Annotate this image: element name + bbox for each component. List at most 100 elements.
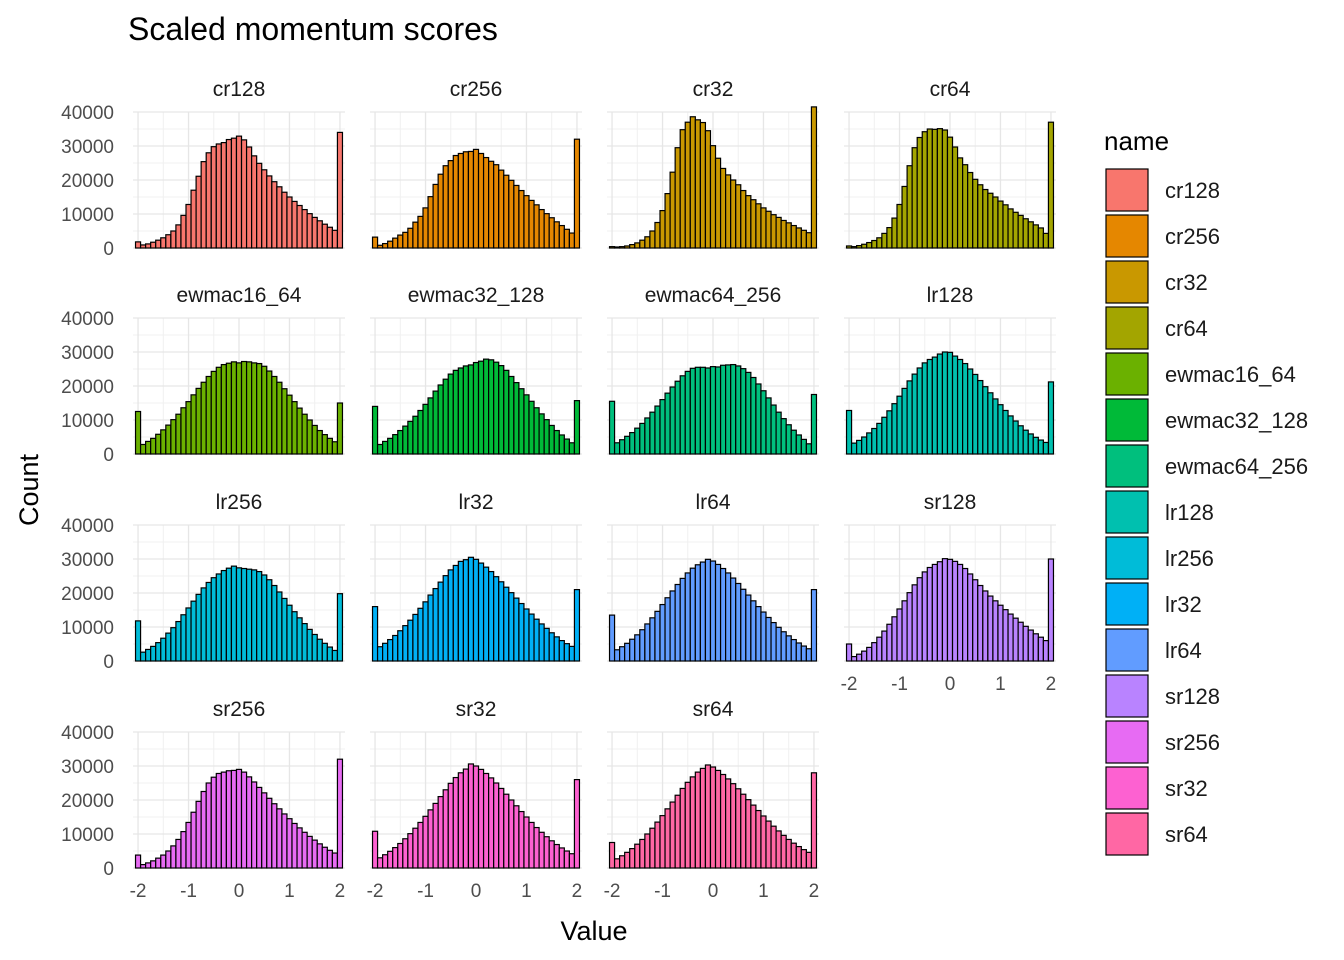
- histogram-bar: [709, 560, 717, 662]
- histogram-bar: [553, 221, 560, 249]
- histogram-bar: [397, 429, 404, 455]
- histogram-bar: [704, 367, 712, 455]
- histogram-bar: [679, 787, 686, 869]
- histogram-bar: [397, 234, 404, 249]
- histogram-bar: [376, 857, 384, 869]
- histogram-bar: [674, 380, 681, 455]
- histogram-bar: [240, 360, 248, 455]
- histogram-bar: [730, 363, 737, 455]
- histogram-bar: [271, 181, 278, 249]
- histogram-bar: [139, 863, 147, 869]
- histogram-bar: [296, 204, 303, 249]
- histogram-bar: [1032, 633, 1039, 662]
- histogram-bar: [235, 768, 243, 869]
- histogram-bar: [134, 620, 142, 662]
- histogram-bar: [563, 850, 570, 869]
- histogram-bar: [432, 587, 439, 662]
- histogram-bar: [276, 591, 283, 662]
- histogram-bar: [644, 623, 651, 662]
- histogram-bar: [266, 370, 273, 455]
- histogram-bar: [740, 189, 747, 249]
- histogram-bar: [714, 769, 722, 869]
- histogram-bar: [941, 351, 949, 455]
- histogram-bar: [160, 429, 167, 455]
- histogram-bar: [613, 649, 621, 662]
- histogram-bar: [1017, 214, 1024, 249]
- histogram-bar: [417, 215, 424, 249]
- histogram-bar: [634, 843, 641, 869]
- histogram-bar: [538, 208, 545, 249]
- histogram-bar: [1027, 221, 1034, 249]
- facet-panel-lr64: lr64: [607, 491, 819, 662]
- x-tick-label: 0: [234, 881, 245, 902]
- histogram-bar: [412, 613, 419, 662]
- histogram-bar: [528, 613, 535, 662]
- histogram-bar: [1012, 617, 1019, 662]
- histogram-bar: [608, 614, 616, 662]
- legend-swatch: [1105, 398, 1149, 442]
- x-tick-label: -2: [841, 674, 858, 695]
- histogram-bar: [371, 605, 379, 662]
- histogram-bar: [689, 567, 696, 662]
- histogram-bar: [891, 217, 898, 249]
- histogram-bar: [533, 407, 540, 455]
- histogram-bar: [750, 376, 757, 455]
- histogram-bar: [790, 429, 797, 455]
- histogram-bar: [714, 563, 722, 662]
- histogram-bar: [951, 355, 959, 455]
- histogram-bar: [755, 605, 762, 662]
- histogram-bar: [538, 831, 545, 869]
- histogram-bar: [624, 851, 631, 869]
- histogram-bar: [412, 827, 419, 869]
- histogram-bar: [382, 440, 389, 455]
- histogram-bar: [376, 646, 384, 662]
- histogram-bar: [170, 419, 177, 455]
- histogram-bar: [407, 619, 414, 662]
- y-tick-label: 20000: [61, 791, 114, 812]
- histogram-bar: [235, 362, 243, 455]
- histogram-bar: [175, 620, 182, 662]
- histogram-bar: [760, 390, 767, 455]
- histogram-bar: [997, 604, 1004, 662]
- histogram-bar: [876, 422, 883, 455]
- histogram-bar: [286, 818, 293, 869]
- histogram-bar: [271, 375, 278, 455]
- histogram-bar: [251, 362, 258, 455]
- histogram-bar: [251, 781, 258, 869]
- y-tick-label: 40000: [61, 309, 114, 330]
- histogram-bar: [407, 833, 414, 869]
- legend-label: cr64: [1165, 316, 1208, 341]
- histogram-bar: [689, 776, 696, 869]
- histogram-bar: [160, 637, 167, 662]
- histogram-bar: [911, 147, 918, 249]
- histogram-bar: [1027, 629, 1034, 662]
- histogram-bar: [684, 781, 691, 869]
- histogram-bar: [291, 401, 298, 455]
- legend-item-ewmac32_128: ewmac32_128: [1105, 398, 1308, 442]
- histogram-bar: [427, 594, 434, 662]
- histogram-bar: [498, 365, 505, 455]
- histogram-bar: [498, 169, 505, 249]
- histogram-bar: [694, 564, 701, 662]
- histogram-bar: [649, 827, 656, 869]
- histogram-bar: [982, 188, 989, 249]
- histogram-bar: [931, 563, 938, 662]
- histogram-bar: [881, 232, 888, 249]
- histogram-bar: [629, 244, 636, 249]
- histogram-bar: [714, 366, 722, 455]
- histogram-bar: [558, 639, 565, 662]
- histogram-bar: [770, 404, 777, 455]
- histogram-bar: [760, 611, 767, 662]
- y-tick-label: 10000: [61, 825, 114, 846]
- histogram-bar: [719, 167, 727, 249]
- histogram-bar: [296, 827, 303, 869]
- histogram-bar: [659, 399, 666, 455]
- histogram-bar: [1007, 208, 1014, 249]
- histogram-bar: [951, 560, 959, 662]
- histogram-bar: [972, 178, 979, 249]
- histogram-bar: [139, 651, 147, 662]
- histogram-bar: [462, 365, 470, 455]
- histogram-bar: [1002, 204, 1009, 249]
- histogram-bar: [654, 405, 661, 455]
